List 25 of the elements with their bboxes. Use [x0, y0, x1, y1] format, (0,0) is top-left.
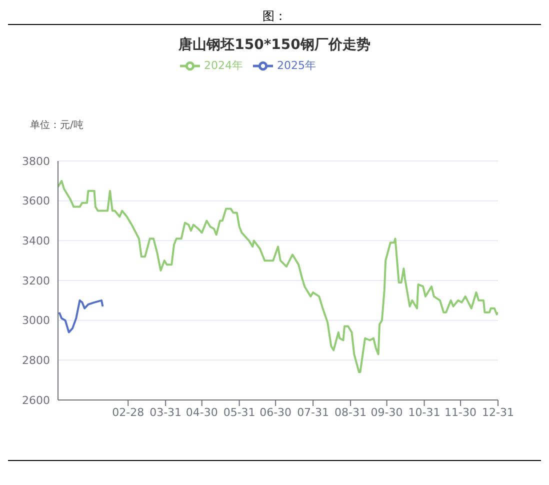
x-tick-label: 02-28	[112, 406, 144, 419]
x-tick-label: 04-30	[186, 406, 218, 419]
y-tick-label: 3600	[22, 194, 50, 208]
legend-label: 2025年	[277, 59, 316, 72]
text: 图：	[262, 8, 288, 24]
legend-label: 2024年	[204, 59, 243, 72]
chart-title: 唐山钢坯150*150钢厂价走势	[178, 36, 372, 54]
y-tick-label: 3400	[22, 234, 50, 248]
x-tick-label: 11-30	[444, 406, 477, 419]
x-tick-label: 12-31	[482, 406, 514, 419]
x-tick-label: 08-31	[334, 406, 367, 419]
x-tick-label: 05-31	[223, 406, 256, 419]
x-tick-label: 10-31	[408, 406, 440, 419]
y-axis-title: 单位：元/吨	[30, 118, 84, 132]
y-tick-label: 2800	[22, 354, 50, 368]
line-series	[58, 299, 104, 334]
y-tick-label: 3800	[22, 154, 50, 168]
y-tick-label: 2600	[22, 394, 50, 407]
y-tick-label: 3000	[22, 314, 50, 328]
x-tick-label: 09-30	[370, 406, 403, 419]
x-tick-label: 06-30	[260, 406, 292, 419]
x-tick-label: 07-31	[297, 406, 330, 419]
line-series	[58, 180, 498, 374]
x-tick-label: 03-31	[150, 406, 182, 419]
y-tick-label: 3200	[22, 274, 50, 288]
